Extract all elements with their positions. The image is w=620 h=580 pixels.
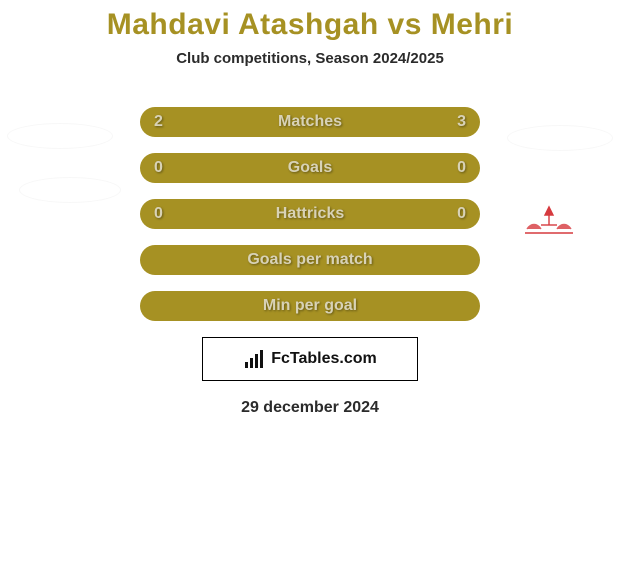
page-title: Mahdavi Atashgah vs Mehri — [0, 0, 620, 42]
stat-value-left: 2 — [154, 113, 163, 131]
stat-label: Hattricks — [276, 205, 344, 223]
stat-bar: Matches 2 3 — [140, 107, 480, 137]
subtitle-text: Club competitions, Season 2024/2025 — [176, 50, 444, 67]
date: 29 december 2024 — [0, 399, 620, 417]
stat-bar: Hattricks 0 0 — [140, 199, 480, 229]
stat-row: Hattricks 0 0 — [140, 199, 480, 229]
stat-value-left: 0 — [154, 159, 163, 177]
stat-label: Matches — [278, 113, 342, 131]
stat-label: Goals per match — [247, 251, 372, 269]
stat-row: Goals 0 0 — [140, 153, 480, 183]
stat-row: Matches 2 3 — [140, 107, 480, 137]
date-text: 29 december 2024 — [241, 399, 379, 416]
comparison-bars: Matches 2 3 Goals 0 0 Hattricks 0 0 Goals per mat… — [0, 107, 620, 321]
stat-label: Goals — [288, 159, 332, 177]
stat-bar: Goals per match — [140, 245, 480, 275]
brand-text: FcTables.com — [271, 350, 377, 368]
stat-value-right: 3 — [457, 113, 466, 131]
subtitle: Club competitions, Season 2024/2025 — [0, 50, 620, 67]
stat-bar: Min per goal — [140, 291, 480, 321]
stat-value-left: 0 — [154, 205, 163, 223]
chart-icon — [243, 348, 265, 370]
stat-label: Min per goal — [263, 297, 357, 315]
stat-value-right: 0 — [457, 159, 466, 177]
stat-bar: Goals 0 0 — [140, 153, 480, 183]
stat-value-right: 0 — [457, 205, 466, 223]
brand-box: FcTables.com — [202, 337, 418, 381]
title-text: Mahdavi Atashgah vs Mehri — [107, 8, 513, 41]
stat-row: Min per goal — [140, 291, 480, 321]
stat-row: Goals per match — [140, 245, 480, 275]
